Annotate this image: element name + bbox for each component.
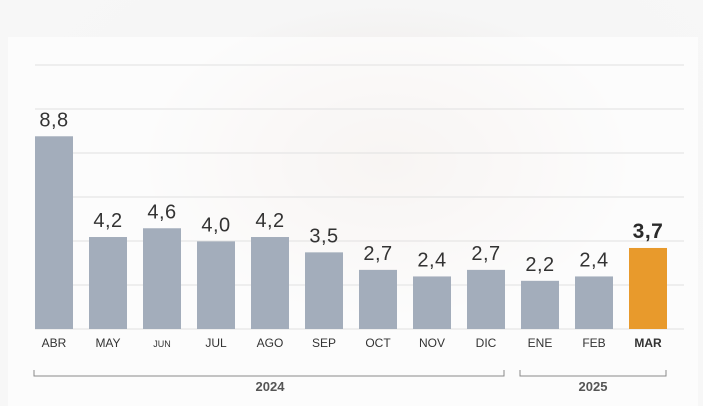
bar-oct [359,269,397,329]
tick-label-dic: DIC [476,336,497,350]
chart-panel [8,37,698,406]
value-label-dic: 2,7 [471,243,500,265]
value-label-feb: 2,4 [579,249,608,271]
value-label-jul: 4,0 [201,214,230,236]
tick-label-jun: JUN [153,339,171,349]
tick-label-ene: ENE [528,336,553,350]
value-label-oct: 2,7 [363,243,392,265]
value-label-may: 4,2 [93,210,122,232]
bar-ene [521,280,559,329]
year-label-2024: 2024 [256,379,286,394]
bar-ago [251,237,289,329]
bar-sep [305,252,343,329]
bar-jun [143,228,181,329]
bar-feb [575,276,613,329]
value-label-ago: 4,2 [255,210,284,232]
bar-nov [413,276,451,329]
year-label-2025: 2025 [579,379,608,394]
tick-label-nov: NOV [419,336,445,350]
year-bracket-2024 [33,370,505,377]
tick-label-abr: ABR [42,336,67,350]
value-label-ene: 2,2 [525,254,554,276]
bar-mar [629,247,667,329]
tick-label-ago: AGO [257,336,284,350]
tick-label-jul: JUL [205,336,227,350]
bar-abr [35,136,73,329]
tick-label-may: MAY [95,336,120,350]
bar-dic [467,269,505,329]
value-label-sep: 3,5 [309,225,338,247]
year-bracket-2025 [519,370,667,377]
bar-jul [197,241,235,329]
bar-may [89,237,127,329]
value-label-abr: 8,8 [39,109,68,131]
value-label-nov: 2,4 [417,249,446,271]
tick-label-oct: OCT [365,336,391,350]
tick-label-mar: MAR [634,336,662,350]
tick-label-feb: FEB [582,336,605,350]
value-label-jun: 4,6 [147,201,176,223]
value-label-mar: 3,7 [633,220,664,243]
tick-label-sep: SEP [312,336,336,350]
